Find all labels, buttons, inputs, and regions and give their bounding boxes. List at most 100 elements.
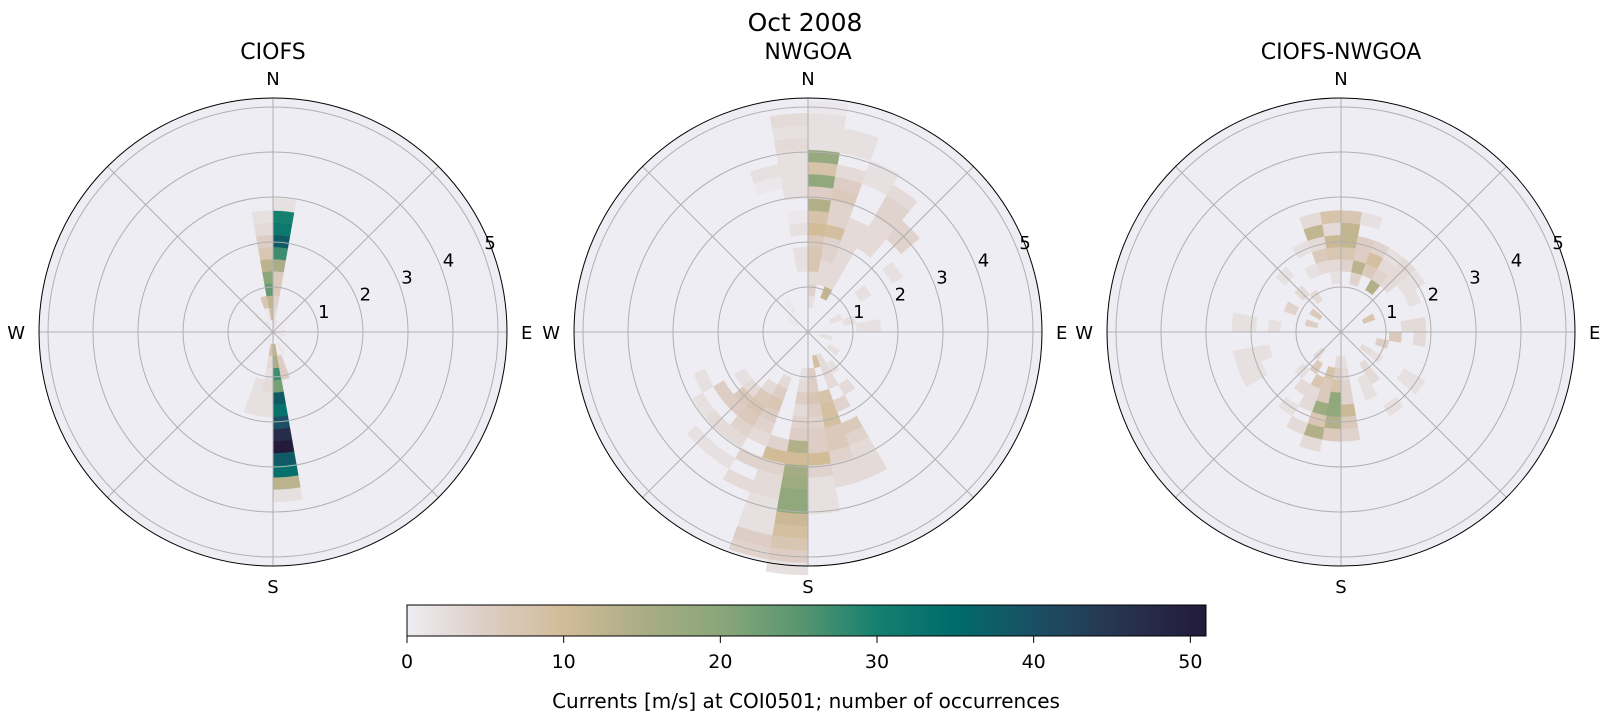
histogram-cell [749,164,781,184]
histogram-cell [1321,427,1342,442]
radial-tick-label: 1 [1386,302,1397,323]
histogram-cell [811,354,821,369]
histogram-cell [1323,415,1342,430]
histogram-cell [1278,396,1299,417]
histogram-cell [1304,263,1321,280]
histogram-cell [882,261,903,284]
histogram-cell [1299,434,1323,452]
angular-gridline [1340,166,1507,333]
histogram-cell [1340,234,1359,249]
histogram-cell [841,128,879,150]
polar-grid [1107,98,1575,566]
histogram-cells [1231,210,1427,452]
histogram-cell [1340,379,1352,393]
histogram-cell [1330,271,1342,285]
radial-tick-label: 2 [1428,285,1439,306]
histogram-cell [272,258,286,273]
histogram-cell [1319,210,1342,225]
histogram-cell [833,468,863,488]
radial-tick-label: 2 [360,285,371,306]
histogram-cell [1231,312,1246,333]
histogram-cell [838,378,856,396]
colorbar-tick-label: 20 [708,651,732,673]
histogram-cell [251,210,274,225]
radial-tick-label: 2 [895,285,906,306]
histogram-cell [272,222,293,237]
histogram-cell [272,403,289,418]
direction-label-n: N [266,69,279,90]
histogram-cell [857,457,888,481]
histogram-cell [272,271,284,285]
histogram-cell [1299,212,1323,230]
histogram-cell [807,415,826,430]
histogram-cell [792,403,809,418]
polar-grid [574,98,1042,566]
histogram-cell [778,161,809,177]
panel-title: CIOFS-NWGOA [1261,40,1422,65]
histogram-cell [260,258,274,273]
histogram-cell [1361,384,1378,401]
histogram-cell [1304,319,1319,329]
histogram-cell [797,379,809,393]
histogram-cell [272,319,278,333]
histogram-cell [1233,348,1250,370]
angular-gridline [107,331,274,498]
histogram-cell [807,161,838,177]
histogram-cell [266,331,274,344]
histogram-cell [1388,331,1402,343]
histogram-cells [243,198,303,503]
polar-grid [39,98,507,566]
direction-label-s: S [1335,577,1346,598]
histogram-cell [807,198,832,213]
histogram-cell [807,451,832,466]
histogram-cell [1293,378,1311,396]
histogram-cell [693,369,714,394]
histogram-cell [261,325,274,333]
radial-tick-label: 3 [401,268,412,289]
histogram-cell [788,222,809,237]
histogram-cell [1267,319,1282,333]
radial-tick-label: 4 [443,250,454,271]
angular-gridline [1340,331,1507,498]
histogram-cell [795,258,809,273]
direction-label-e: E [521,323,532,344]
angular-gridline [1175,331,1342,498]
histogram-cell [807,439,830,454]
histogram-cell [790,415,809,430]
histogram-cell [807,427,828,442]
histogram-cell [1383,396,1404,417]
colorbar-tick-label: 50 [1178,651,1202,673]
direction-label-n: N [1334,69,1347,90]
histogram-cell [243,400,261,416]
histogram-cell [262,271,274,285]
radial-tick-label: 5 [1552,233,1563,254]
histogram-cell [807,475,836,491]
histogram-cell [272,234,291,249]
angular-gridline [642,166,809,333]
histogram-cell [722,468,755,493]
histogram-cells [686,100,920,576]
histogram-cell [257,403,274,418]
radial-tick-label: 4 [1511,250,1522,271]
angular-gridline [1175,166,1342,333]
angular-gridline [807,166,974,333]
radial-tick-label: 4 [978,250,989,271]
angular-gridline [807,331,974,498]
histogram-cell [272,439,295,454]
histogram-cell [867,319,882,333]
direction-label-w: W [7,323,25,344]
histogram-cell [886,184,918,212]
histogram-cell [795,391,809,406]
histogram-cell [1325,246,1342,261]
histogram-cell [786,210,809,225]
histogram-cell [1292,240,1313,259]
histogram-cell [1403,289,1422,308]
histogram-cell [807,487,838,503]
histogram-cell [1412,331,1427,348]
panel-nwgoa: NWGOA 1 2 3 4 5 N S E W [542,40,1067,598]
histogram-cell [272,210,295,225]
histogram-cell [786,439,809,454]
colorbar-tick-label: 40 [1022,651,1046,673]
histogram-cell [272,198,297,213]
direction-label-s: S [267,577,278,598]
